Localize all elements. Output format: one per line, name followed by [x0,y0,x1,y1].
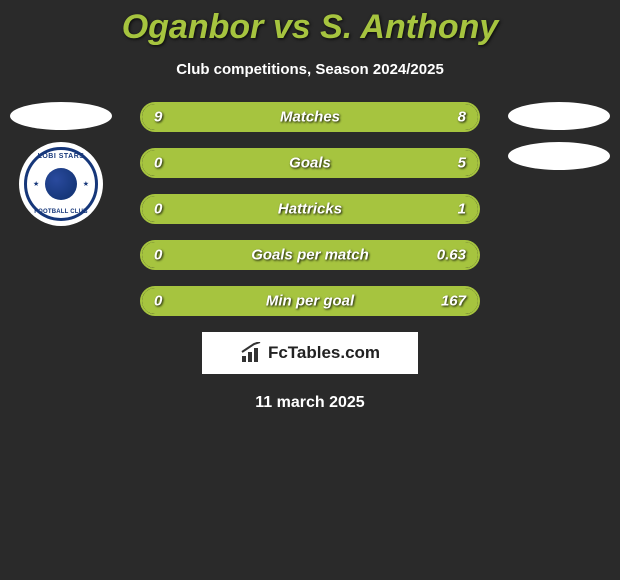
right-team-column [504,102,614,170]
stat-row: 9Matches8 [140,102,480,132]
stat-label: Min per goal [142,293,478,310]
club-badge-placeholder [508,142,610,170]
footer-date: 11 march 2025 [0,394,620,412]
stat-value-right: 8 [458,109,466,126]
stat-value-right: 5 [458,155,466,172]
club-name-top: LOBI STARS [27,153,95,160]
club-badge-left: LOBI STARS ★ ★ FOOTBALL CLUB [19,142,103,226]
page-subtitle: Club competitions, Season 2024/2025 [0,61,620,78]
stat-value-right: 1 [458,201,466,218]
stat-label: Goals per match [142,247,478,264]
stat-row: 0Goals5 [140,148,480,178]
star-icon: ★ [33,180,39,188]
brand-footer[interactable]: FcTables.com [202,332,418,374]
stat-value-right: 167 [441,293,466,310]
stat-label: Goals [142,155,478,172]
stat-row: 0Hattricks1 [140,194,480,224]
player-photo-placeholder [508,102,610,130]
player-photo-placeholder [10,102,112,130]
left-team-column: LOBI STARS ★ ★ FOOTBALL CLUB [6,102,116,226]
stat-value-right: 0.63 [437,247,466,264]
club-name-bottom: FOOTBALL CLUB [27,209,95,215]
stats-container: 9Matches8 0Goals5 0Hattricks1 0Goals per ma… [140,102,480,316]
stat-row: 0Goals per match0.63 [140,240,480,270]
brand-name: FcTables.com [268,343,380,363]
star-icon: ★ [83,180,89,188]
comparison-content: LOBI STARS ★ ★ FOOTBALL CLUB 9Matches8 0G… [0,102,620,316]
bar-chart-icon [240,342,264,364]
page-title: Oganbor vs S. Anthony [0,8,620,47]
stat-row: 0Min per goal167 [140,286,480,316]
soccer-ball-icon [45,168,77,200]
stat-label: Hattricks [142,201,478,218]
stat-label: Matches [142,109,478,126]
